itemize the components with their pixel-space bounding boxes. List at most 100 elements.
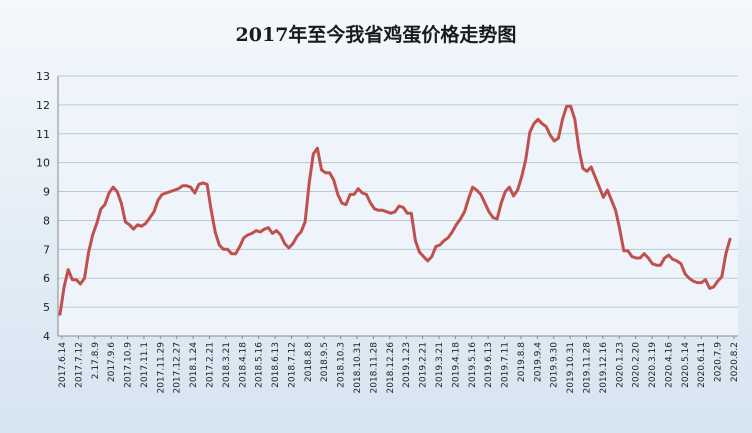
data-point xyxy=(651,262,654,265)
data-point xyxy=(275,229,278,232)
data-point xyxy=(467,197,470,200)
data-point xyxy=(671,258,674,261)
data-point xyxy=(532,122,536,125)
data-point xyxy=(700,281,703,284)
data-point xyxy=(540,122,544,125)
data-point xyxy=(332,178,335,182)
data-point xyxy=(446,236,450,239)
x-tick-label: 2017.10.9 xyxy=(124,342,134,388)
data-point xyxy=(589,165,593,169)
chart-title: 2017年至今我省鸡蛋价格走势图 xyxy=(235,24,517,46)
data-point xyxy=(471,186,474,189)
data-point xyxy=(663,256,666,260)
x-tick-label: 2.17.8.9 xyxy=(91,342,101,379)
x-tick-label: 2019.10.31 xyxy=(566,342,576,394)
x-tick-label: 2019.2.21 xyxy=(419,342,429,388)
x-tick-label: 2018.11.28 xyxy=(369,342,379,394)
x-tick-label: 2018.6.13 xyxy=(271,342,281,388)
x-tick-label: 2019.7.11 xyxy=(501,342,511,388)
data-point xyxy=(316,147,319,150)
data-point xyxy=(185,184,188,187)
data-point xyxy=(173,188,176,192)
data-point xyxy=(357,187,360,190)
data-point xyxy=(189,186,192,189)
data-point xyxy=(569,105,572,108)
data-point xyxy=(545,125,548,128)
data-point xyxy=(389,212,393,215)
x-tick-label: 2018.4.18 xyxy=(238,342,248,388)
data-point xyxy=(246,233,250,237)
data-point xyxy=(451,230,454,234)
data-point xyxy=(336,193,339,196)
x-tick-label: 2017.11.1 xyxy=(140,342,150,388)
x-tick-label: 2018.9.5 xyxy=(320,342,330,382)
y-tick-label: 4 xyxy=(43,330,50,343)
data-point xyxy=(459,217,462,221)
data-point xyxy=(397,204,401,208)
data-point xyxy=(132,227,135,231)
data-point xyxy=(557,136,560,140)
data-point xyxy=(259,230,262,234)
data-point xyxy=(71,278,74,281)
data-point xyxy=(491,216,495,219)
data-point xyxy=(352,193,356,196)
data-point xyxy=(549,134,552,137)
x-tick-label: 2020.3.19 xyxy=(648,342,658,388)
data-point xyxy=(692,279,695,283)
data-point xyxy=(328,171,331,174)
data-point xyxy=(230,252,233,255)
data-point xyxy=(442,239,446,242)
data-point xyxy=(152,210,156,213)
x-tick-label: 2019.5.16 xyxy=(468,342,478,388)
data-point xyxy=(573,118,576,121)
data-point xyxy=(406,212,409,215)
data-point xyxy=(643,252,646,255)
data-point xyxy=(201,181,205,185)
x-tick-label: 2017.11.29 xyxy=(156,342,166,394)
data-point xyxy=(148,216,152,219)
data-point xyxy=(165,191,168,195)
data-point xyxy=(455,223,458,226)
data-point xyxy=(508,186,511,189)
data-point xyxy=(402,206,405,209)
data-point xyxy=(512,194,515,198)
data-point xyxy=(606,188,609,192)
y-tick-label: 7 xyxy=(43,243,50,256)
data-point xyxy=(712,285,715,289)
x-tick-label: 2018.10.31 xyxy=(353,342,363,394)
x-tick-label: 2020.1.23 xyxy=(615,342,625,388)
data-point xyxy=(438,243,442,247)
data-point xyxy=(524,158,527,161)
x-tick-label: 2019.8.8 xyxy=(517,342,527,382)
data-point xyxy=(169,190,172,193)
x-tick-label: 2018.1.24 xyxy=(189,342,199,388)
data-point xyxy=(704,278,707,281)
y-tick-label: 13 xyxy=(36,70,50,83)
data-point xyxy=(58,313,62,316)
data-point xyxy=(687,277,691,280)
y-tick-label: 6 xyxy=(43,272,50,285)
y-tick-label: 12 xyxy=(36,99,50,112)
data-point xyxy=(614,209,617,212)
data-point xyxy=(361,191,364,195)
data-point xyxy=(475,188,478,192)
data-point xyxy=(369,201,372,205)
data-point xyxy=(283,242,286,245)
data-point xyxy=(463,210,466,213)
data-point xyxy=(279,233,282,237)
x-tick-label: 2017.2.21 xyxy=(206,342,216,388)
x-tick-label: 2020.8.2 xyxy=(730,342,740,382)
data-point xyxy=(683,272,687,276)
data-point xyxy=(724,252,728,255)
data-point xyxy=(116,190,119,193)
data-point xyxy=(79,282,82,286)
x-tick-label: 2020.5.14 xyxy=(681,342,691,388)
data-point xyxy=(95,222,99,225)
data-point xyxy=(630,255,634,258)
data-point xyxy=(585,170,589,173)
data-point xyxy=(430,255,433,258)
data-point xyxy=(418,251,421,254)
data-point xyxy=(716,279,719,283)
x-tick-label: 2017.9.6 xyxy=(107,342,117,382)
